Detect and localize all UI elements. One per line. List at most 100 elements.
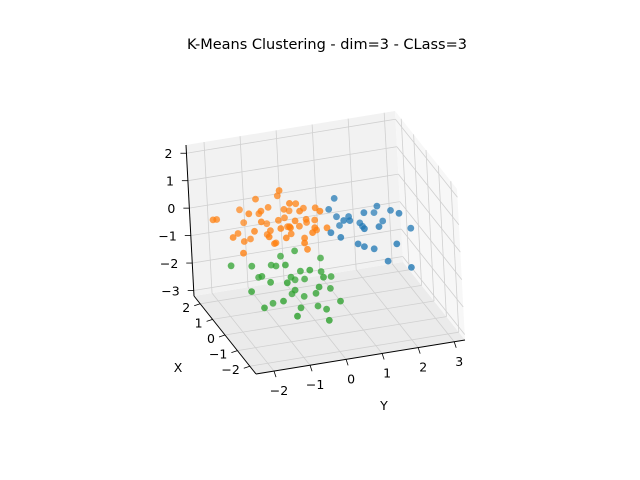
x-tick-mark bbox=[309, 365, 313, 372]
data-point bbox=[311, 216, 319, 224]
grid-floor-v bbox=[212, 285, 422, 320]
data-point bbox=[227, 262, 235, 270]
y-tick-label: 2 bbox=[182, 300, 190, 315]
x-tick-mark bbox=[381, 353, 385, 360]
data-point bbox=[323, 224, 331, 232]
x-tick-label: −1 bbox=[306, 377, 324, 392]
data-point bbox=[325, 206, 333, 213]
data-point bbox=[296, 222, 303, 230]
data-point bbox=[370, 245, 378, 253]
data-point bbox=[327, 229, 335, 237]
data-point bbox=[361, 243, 368, 251]
data-point bbox=[297, 304, 305, 312]
data-point bbox=[273, 192, 281, 200]
data-point bbox=[261, 304, 268, 312]
z-axis-line bbox=[185, 144, 195, 297]
data-point bbox=[291, 217, 299, 225]
data-point bbox=[281, 214, 288, 222]
data-point bbox=[320, 273, 327, 281]
x-tick-label: −2 bbox=[270, 383, 288, 398]
y-tick-mark bbox=[206, 319, 213, 322]
data-point bbox=[354, 240, 362, 248]
data-point bbox=[269, 299, 277, 307]
data-point bbox=[236, 206, 243, 214]
z-tick-label: −1 bbox=[158, 229, 176, 244]
data-point bbox=[277, 225, 285, 232]
data-point bbox=[258, 273, 266, 280]
data-point bbox=[301, 234, 308, 242]
data-point bbox=[275, 187, 283, 194]
data-point bbox=[209, 216, 217, 224]
grid-side-v bbox=[438, 165, 447, 317]
grid-floor-v bbox=[249, 331, 459, 367]
grid-back-w bbox=[189, 173, 399, 209]
y-tick-label: −1 bbox=[209, 347, 227, 362]
data-point bbox=[257, 218, 265, 226]
data-point bbox=[317, 254, 324, 262]
data-point bbox=[287, 224, 294, 232]
data-point bbox=[325, 316, 333, 324]
data-point bbox=[240, 249, 247, 257]
data-point bbox=[336, 222, 343, 229]
data-point bbox=[234, 230, 242, 237]
data-point bbox=[387, 207, 394, 214]
grid-back-w bbox=[192, 228, 402, 264]
x-axis-label: Y bbox=[379, 398, 388, 413]
data-point bbox=[294, 312, 301, 320]
data-point bbox=[296, 207, 303, 215]
y-tick-mark bbox=[243, 365, 250, 369]
data-point bbox=[407, 224, 415, 232]
data-point bbox=[240, 219, 248, 227]
data-point bbox=[300, 293, 308, 300]
data-point bbox=[248, 288, 256, 295]
grid-back-w bbox=[187, 146, 397, 182]
data-point bbox=[384, 257, 392, 265]
y-tick-mark bbox=[218, 334, 226, 338]
y-axis-label: X bbox=[174, 360, 183, 375]
data-point bbox=[291, 286, 299, 294]
data-point bbox=[393, 240, 401, 248]
grid-floor-v bbox=[237, 316, 447, 351]
data-point bbox=[379, 217, 387, 225]
x-tick-label: 2 bbox=[419, 360, 427, 375]
data-point bbox=[330, 195, 338, 202]
x-tick-mark bbox=[417, 347, 421, 354]
x-tick-label: 0 bbox=[347, 371, 355, 386]
data-point bbox=[287, 273, 295, 281]
data-point bbox=[240, 238, 248, 245]
z-tick-label: 0 bbox=[167, 201, 175, 216]
x-axis-line bbox=[255, 339, 466, 375]
data-points bbox=[209, 187, 415, 324]
data-point bbox=[306, 266, 314, 274]
x-tick-mark bbox=[345, 359, 349, 366]
y-tick-mark bbox=[194, 303, 201, 307]
data-point bbox=[395, 209, 403, 217]
data-point bbox=[280, 206, 288, 213]
grid-side-v bbox=[450, 181, 460, 333]
grid-back-w bbox=[186, 118, 396, 154]
data-point bbox=[257, 207, 265, 215]
data-point bbox=[292, 200, 300, 208]
data-point bbox=[333, 213, 340, 221]
data-point bbox=[297, 267, 304, 275]
data-point bbox=[264, 204, 272, 211]
grid-side-v bbox=[413, 134, 422, 286]
data-point bbox=[361, 225, 368, 233]
x-tick-mark bbox=[453, 341, 457, 348]
data-point bbox=[301, 275, 308, 283]
x-tick-mark bbox=[273, 370, 277, 378]
data-point bbox=[346, 217, 354, 225]
data-point bbox=[309, 229, 316, 237]
grid-side-w bbox=[399, 201, 463, 280]
data-point bbox=[287, 230, 295, 238]
data-point bbox=[283, 279, 291, 287]
data-point bbox=[375, 223, 383, 231]
z-tick-label: 1 bbox=[166, 174, 174, 189]
data-point bbox=[275, 216, 282, 224]
data-point bbox=[317, 268, 325, 275]
data-point bbox=[229, 234, 237, 241]
data-point bbox=[337, 234, 345, 241]
z-tick-label: −3 bbox=[161, 284, 179, 299]
